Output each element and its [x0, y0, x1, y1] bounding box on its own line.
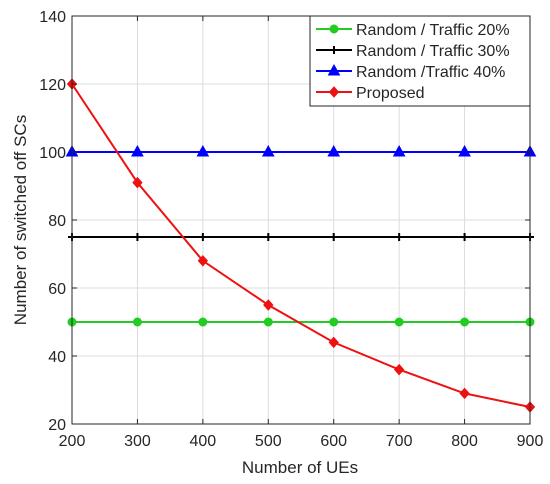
series-3-point — [261, 144, 275, 157]
y-axis-label: Number of switched off SCs — [11, 115, 30, 325]
legend-swatch-marker — [330, 46, 338, 54]
x-tick-label: 900 — [517, 433, 544, 450]
legend-item: Proposed — [316, 85, 425, 102]
legend-swatch-marker — [327, 63, 341, 76]
y-tick-label: 100 — [39, 145, 66, 162]
y-tick-label: 140 — [39, 9, 66, 26]
x-tick-label: 700 — [386, 433, 413, 450]
y-tick-label: 60 — [48, 281, 66, 298]
series-1-point — [394, 317, 404, 327]
series-1-point — [329, 317, 339, 327]
series-4-point — [197, 255, 209, 267]
legend-label: Proposed — [356, 85, 425, 102]
series-3-point — [131, 144, 144, 157]
x-tick-label: 800 — [451, 433, 478, 450]
y-tick-label: 80 — [48, 213, 66, 230]
y-tick-label: 20 — [48, 417, 66, 434]
series-1-point — [460, 317, 470, 327]
legend: Random / Traffic 20% Random / Traffic 30%… — [309, 15, 531, 107]
legend-label: Random / Traffic 30% — [356, 43, 510, 60]
legend-label: Random /Traffic 40% — [356, 64, 505, 81]
series-4-point — [328, 336, 339, 349]
series-1-point — [132, 317, 142, 327]
series-2-point — [198, 233, 207, 241]
series-4-line — [71, 83, 531, 408]
x-axis-label: Number of UEs — [242, 458, 358, 477]
series-3-point — [458, 144, 471, 157]
series-2-point — [460, 233, 469, 241]
series-4-point — [132, 176, 143, 189]
series-2 — [68, 233, 534, 241]
legend-item: Random / Traffic 20% — [316, 22, 510, 39]
series-4-point — [393, 363, 405, 376]
x-tick-label: 300 — [124, 433, 151, 450]
x-tick-label: 500 — [255, 433, 282, 450]
series-1-point — [198, 317, 208, 327]
y-tick-label: 40 — [48, 349, 66, 366]
series-3-point — [327, 144, 341, 157]
series-4 — [66, 78, 536, 413]
series-2-point — [329, 233, 338, 241]
legend-item: Random /Traffic 40% — [316, 63, 505, 81]
x-tick-label: 600 — [320, 433, 347, 450]
x-tick-label: 400 — [190, 433, 217, 450]
y-tick-label: 120 — [39, 77, 66, 94]
series-3 — [65, 144, 537, 157]
series-1 — [67, 317, 535, 327]
legend-swatch-marker — [328, 86, 340, 98]
x-tick-label: 200 — [59, 433, 86, 450]
axis-ticks: 200 300 400 500 600 700 800 900 20 40 60 80 100 120 14… — [39, 9, 543, 450]
legend-label: Random / Traffic 20% — [356, 22, 510, 39]
series-2-point — [395, 233, 404, 241]
series-1-point — [263, 317, 273, 327]
series-2-point — [133, 233, 142, 241]
series-3-point — [196, 144, 210, 157]
series-4-point — [459, 387, 470, 400]
legend-item: Random / Traffic 30% — [316, 43, 510, 60]
series-3-point — [392, 144, 406, 157]
legend-swatch-marker — [329, 24, 339, 34]
series-4-point — [263, 299, 274, 311]
series-2-point — [264, 233, 273, 241]
plot-series — [65, 78, 537, 413]
